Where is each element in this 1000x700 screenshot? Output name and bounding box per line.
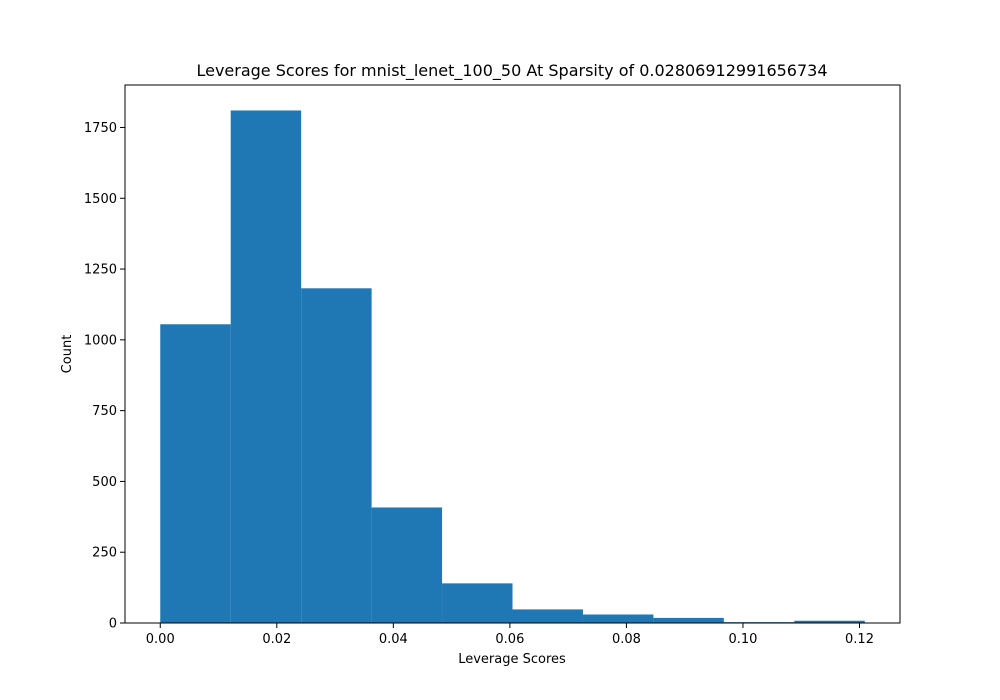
x-tick-label: 0.12	[845, 632, 874, 647]
x-axis-ticks: 0.00 0.02 0.04 0.06 0.08 0.10 0.12	[146, 623, 874, 647]
y-tick-label: 1250	[84, 263, 117, 278]
y-tick-label: 500	[92, 475, 117, 490]
histogram-bar	[653, 617, 724, 623]
histogram-bar	[794, 620, 865, 623]
bars-group	[160, 110, 865, 624]
x-tick-label: 0.00	[146, 632, 175, 647]
y-tick-label: 0	[109, 617, 117, 632]
histogram-bar	[512, 609, 583, 623]
histogram-bar	[160, 324, 231, 623]
x-tick-label: 0.02	[262, 632, 291, 647]
x-tick-label: 0.08	[612, 632, 641, 647]
y-tick-label: 1500	[84, 192, 117, 207]
histogram-bar	[371, 507, 443, 623]
x-axis-label: Leverage Scores	[458, 652, 566, 667]
histogram-bar	[230, 110, 302, 624]
chart-title: Leverage Scores for mnist_lenet_100_50 A…	[196, 61, 827, 81]
histogram-bar	[301, 288, 372, 623]
plot-frame	[124, 84, 901, 624]
y-tick-label: 1750	[84, 121, 117, 136]
x-tick-label: 0.06	[495, 632, 524, 647]
y-tick-label: 1000	[84, 333, 117, 348]
y-axis-ticks: 0 250 500 750 1000 1250 1500 1750	[84, 121, 125, 632]
x-tick-label: 0.10	[728, 632, 757, 647]
y-tick-label: 750	[92, 404, 117, 419]
x-tick-label: 0.04	[379, 632, 408, 647]
y-tick-label: 250	[92, 546, 117, 561]
histogram-bar	[582, 614, 654, 623]
y-axis-label: Count	[60, 335, 75, 374]
histogram-bar	[442, 583, 513, 623]
